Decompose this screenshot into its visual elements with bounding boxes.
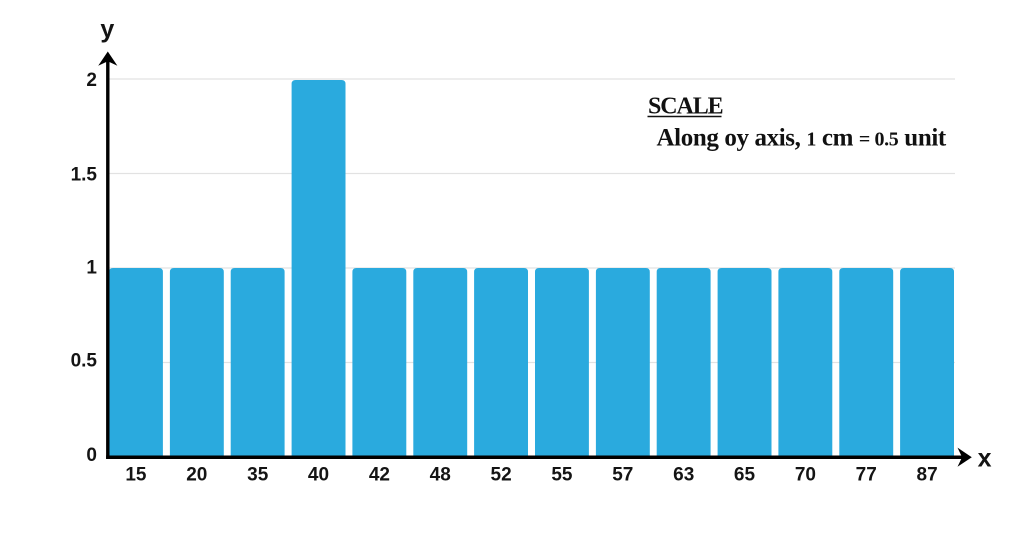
svg-text:35: 35 [247, 465, 269, 486]
svg-text:1: 1 [86, 258, 97, 279]
svg-text:87: 87 [917, 465, 938, 486]
svg-text:y: y [100, 16, 114, 44]
svg-text:1.5: 1.5 [71, 165, 98, 186]
svg-text:20: 20 [186, 465, 207, 486]
svg-text:x: x [978, 444, 992, 472]
svg-text:2: 2 [86, 70, 97, 91]
svg-text:15: 15 [125, 465, 147, 486]
svg-text:48: 48 [430, 465, 451, 486]
svg-text:57: 57 [612, 465, 633, 486]
svg-text:40: 40 [308, 465, 329, 486]
svg-text:77: 77 [856, 465, 877, 486]
svg-text:0.5: 0.5 [71, 351, 98, 372]
svg-text:63: 63 [673, 465, 694, 486]
svg-text:42: 42 [369, 465, 390, 486]
svg-text:SCALE: SCALE [648, 93, 723, 119]
svg-text:70: 70 [795, 465, 816, 486]
svg-text:65: 65 [734, 465, 756, 486]
svg-text:Along oy axis, 1 cm = 0.5 unit: Along oy axis, 1 cm = 0.5 unit [657, 125, 947, 152]
svg-text:0: 0 [86, 445, 97, 466]
svg-text:55: 55 [551, 465, 573, 486]
svg-text:52: 52 [491, 465, 512, 486]
